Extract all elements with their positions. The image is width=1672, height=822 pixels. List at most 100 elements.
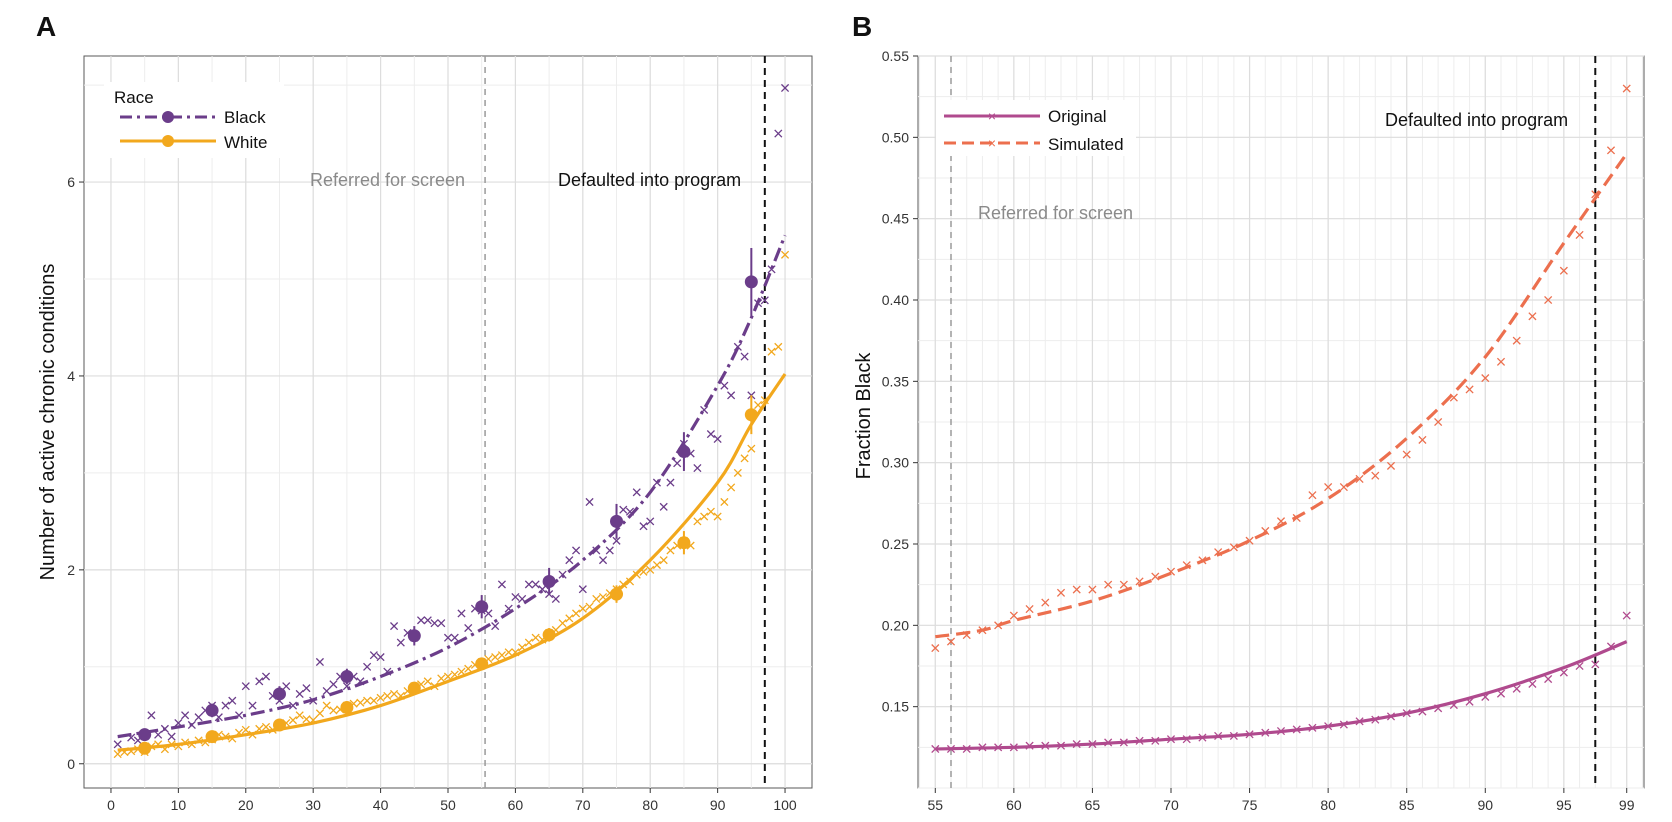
black-percentile-point [437, 619, 446, 628]
black-percentile-point [760, 296, 769, 305]
panel-a-ticks: 0 10 20 30 40 50 60 70 80 90 100 0 2 4 6 [67, 174, 797, 813]
panel-b-annotations: Referred for screen Defaulted into progr… [978, 110, 1568, 223]
panel-b-grid [918, 55, 1644, 789]
simulated-fit-line [935, 152, 1629, 639]
black-percentile-point [302, 684, 311, 693]
white-binned-mean [744, 408, 758, 422]
panel-a-grid [84, 56, 812, 788]
simulated-percentile-point [1041, 598, 1050, 607]
white-percentile-point [329, 706, 338, 715]
black-percentile-point [659, 502, 668, 511]
panel-a-marks [113, 56, 790, 788]
black-percentile-point [639, 522, 648, 531]
white-percentile-point [666, 546, 675, 555]
y-tick-label: 6 [67, 174, 75, 190]
black-percentile-point [572, 546, 581, 555]
black-percentile-point [551, 594, 560, 603]
x-tick-label: 10 [171, 797, 187, 813]
x-tick-label: 20 [238, 797, 254, 813]
y-tick-label: 0.30 [882, 455, 909, 471]
black-percentile-point [524, 580, 533, 589]
simulated-percentile-point [1434, 417, 1443, 427]
x-tick-label: 75 [1242, 797, 1258, 813]
panel-a-legend: Race Black White [104, 82, 284, 158]
black-percentile-point [228, 696, 237, 705]
white-percentile-point [693, 517, 702, 526]
legend-black-label: Black [224, 108, 266, 127]
black-percentile-point [167, 732, 176, 741]
legend-simulated-label: Simulated [1048, 135, 1124, 154]
white-percentile-point [659, 556, 668, 565]
black-percentile-point [531, 580, 540, 589]
white-binned-mean [610, 587, 624, 601]
y-tick-label: 0.25 [882, 536, 909, 552]
x-tick-label: 85 [1399, 797, 1415, 813]
legend-original-label: Original [1048, 107, 1107, 126]
simulated-percentile-point [1465, 385, 1474, 394]
white-binned-mean [475, 657, 489, 671]
white-percentile-point [774, 342, 783, 351]
white-percentile-point [390, 689, 399, 699]
y-tick-label: 4 [67, 368, 75, 384]
original-percentile-point [1528, 679, 1537, 688]
white-percentile-point [383, 691, 392, 700]
white-percentile-point [531, 633, 540, 642]
x-tick-label: 70 [575, 797, 591, 813]
black-percentile-point [282, 682, 291, 691]
simulated-percentile-point [1009, 611, 1018, 620]
panel-b-marks [931, 56, 1631, 788]
black-percentile-point [727, 391, 736, 400]
y-tick-label: 0.20 [882, 617, 909, 633]
white-binned-mean [542, 628, 556, 642]
panel-b-label: B [852, 11, 872, 42]
white-percentile-point [288, 716, 298, 725]
black-percentile-point [181, 711, 190, 720]
white-percentile-point [646, 565, 655, 574]
white-percentile-point [578, 604, 587, 613]
x-tick-label: 90 [1477, 797, 1493, 813]
black-percentile-point [255, 677, 264, 686]
x-tick-label: 90 [710, 797, 726, 813]
black-percentile-point [464, 623, 473, 633]
white-percentile-point [747, 444, 756, 453]
white-percentile-point [572, 609, 581, 618]
simulated-percentile-point [1402, 450, 1411, 459]
panel-b-annotation-defaulted: Defaulted into program [1385, 110, 1568, 130]
black-percentile-point [154, 730, 163, 739]
y-tick-label: 0.15 [882, 699, 909, 715]
original-percentile-point [1622, 611, 1631, 620]
simulated-percentile-point [1481, 374, 1490, 383]
black-percentile-point [221, 701, 230, 710]
panel-a: Referred for screen Defaulted into progr… [36, 11, 813, 813]
simulated-percentile-point [1025, 605, 1034, 614]
legend-original-marker: × [988, 108, 996, 124]
white-percentile-point [767, 347, 776, 356]
black-percentile-point [443, 633, 453, 642]
black-percentile-point [598, 556, 608, 565]
simulated-percentile-point [946, 637, 956, 646]
black-percentile-point [585, 497, 594, 507]
white-percentile-point [565, 614, 574, 623]
legend-simulated-marker: × [988, 135, 996, 151]
x-tick-label: 40 [373, 797, 389, 813]
black-binned-mean [744, 275, 758, 289]
black-percentile-point [315, 657, 324, 667]
black-binned-mean [205, 703, 219, 717]
simulated-percentile-point [931, 644, 940, 653]
simulated-percentile-point [1104, 580, 1113, 589]
black-percentile-point [619, 505, 628, 514]
x-tick-label: 95 [1556, 797, 1572, 813]
simulated-percentile-point [1559, 266, 1568, 275]
simulated-percentile-point [1544, 295, 1553, 305]
white-binned-mean [407, 681, 421, 695]
black-fit-line [117, 234, 787, 739]
y-tick-label: 0.55 [882, 48, 909, 64]
x-tick-label: 80 [642, 797, 658, 813]
white-percentile-point [363, 696, 372, 705]
simulated-percentile-point [1418, 435, 1427, 444]
legend-white-marker [162, 135, 174, 147]
white-percentile-point [315, 709, 324, 718]
simulated-percentile-point [1324, 483, 1333, 492]
black-percentile-point [605, 546, 614, 555]
